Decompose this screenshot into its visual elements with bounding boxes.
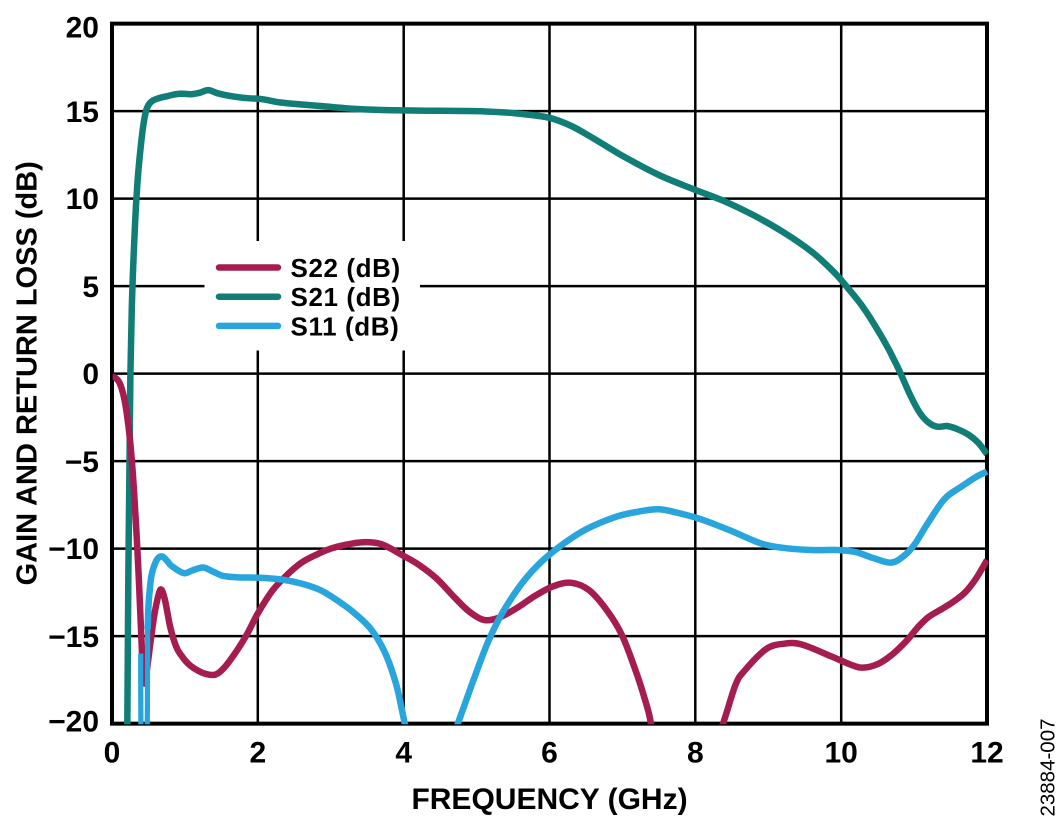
svg-text:S22 (dB): S22 (dB) [291,253,401,283]
svg-text:6: 6 [541,737,558,770]
svg-text:FREQUENCY (GHz): FREQUENCY (GHz) [411,783,687,816]
svg-text:5: 5 [82,271,99,304]
svg-text:4: 4 [395,737,412,770]
svg-text:0: 0 [82,358,99,391]
svg-text:S21 (dB): S21 (dB) [291,282,401,312]
svg-text:15: 15 [66,96,99,129]
svg-text:GAIN AND RETURN LOSS (dB): GAIN AND RETURN LOSS (dB) [12,161,44,585]
svg-text:8: 8 [687,737,704,770]
svg-text:−20: −20 [48,705,99,738]
svg-text:−5: −5 [65,446,99,479]
svg-text:10: 10 [66,183,99,216]
svg-text:2: 2 [249,737,266,770]
svg-text:−10: −10 [48,533,99,566]
svg-text:10: 10 [825,737,858,770]
svg-text:23884-007: 23884-007 [1037,718,1060,816]
svg-text:S11 (dB): S11 (dB) [291,311,400,341]
svg-text:−15: −15 [48,621,99,654]
svg-text:0: 0 [104,737,121,770]
svg-text:12: 12 [970,737,1003,770]
svg-text:20: 20 [66,12,99,45]
